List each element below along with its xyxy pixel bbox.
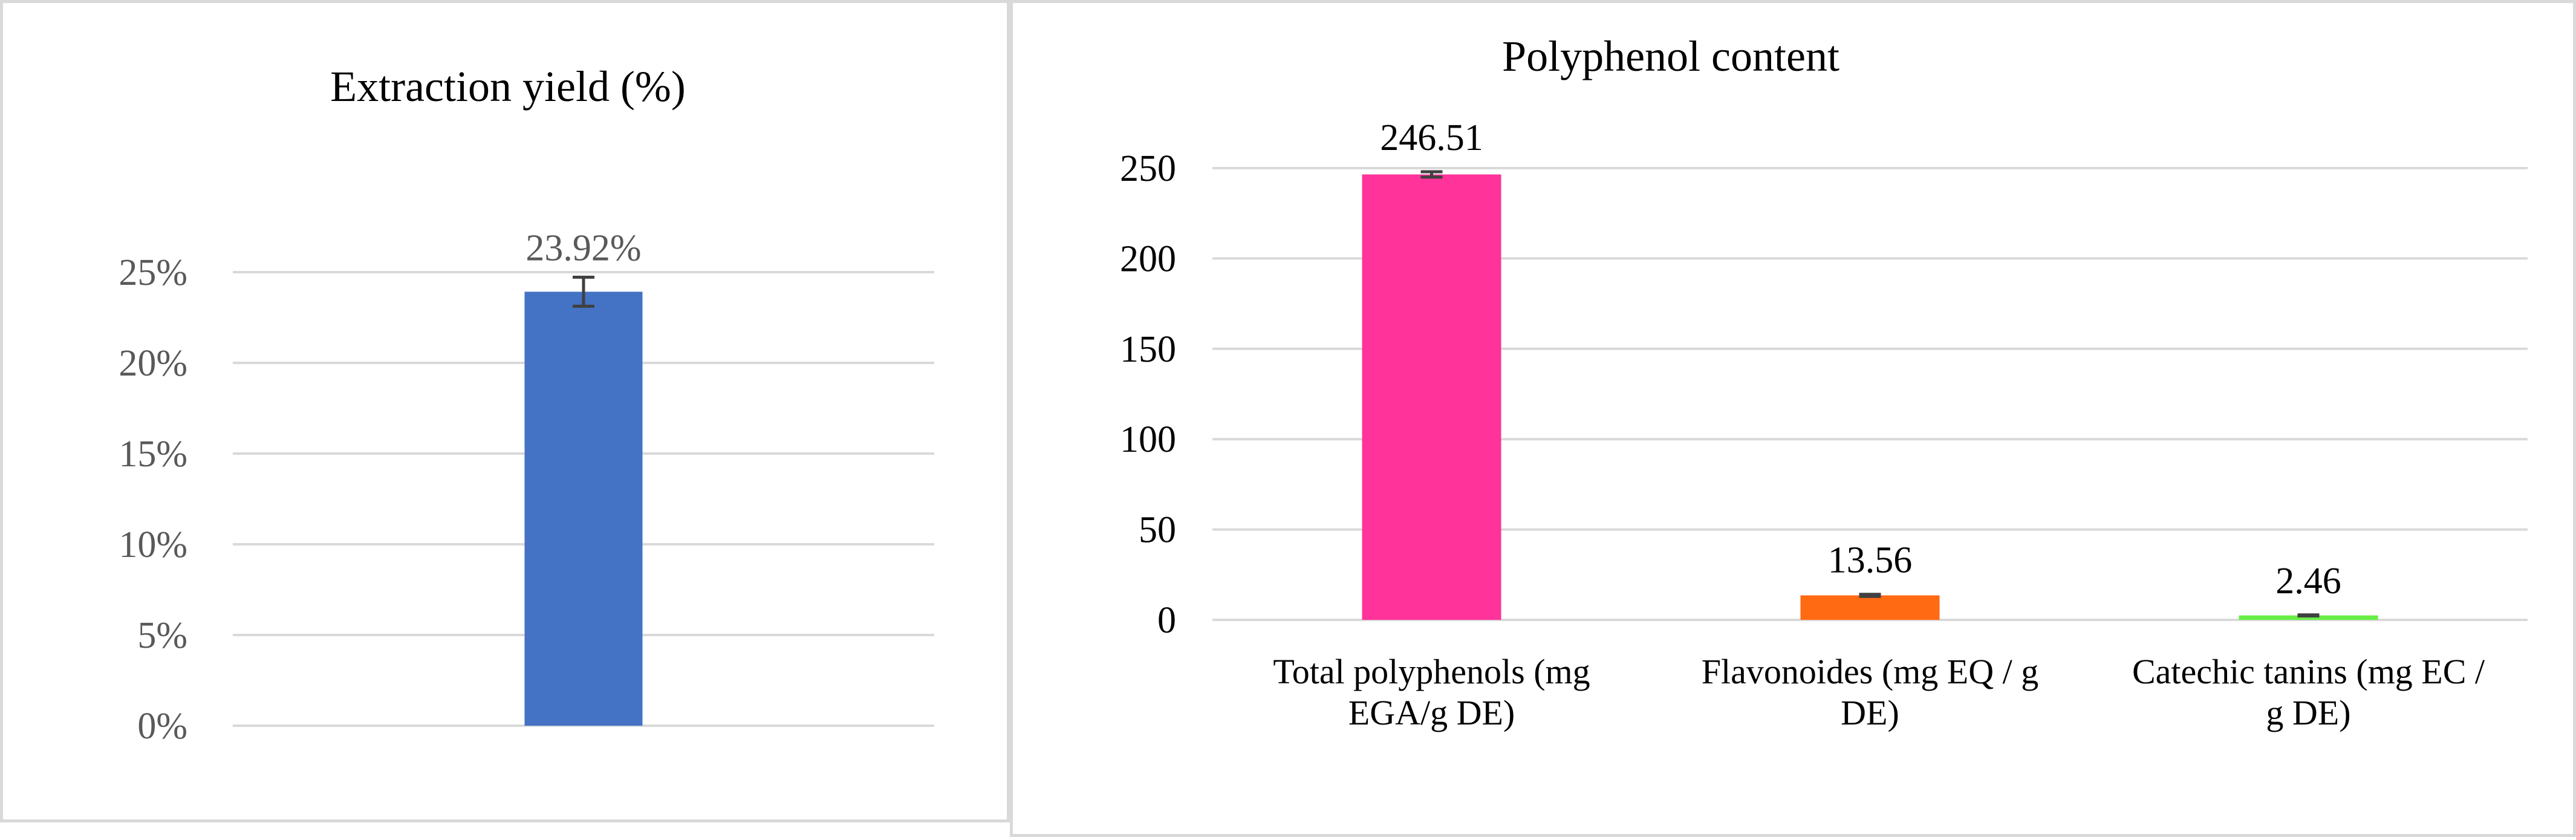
chart-title: Extraction yield (%) [330,62,686,111]
error-bar [1859,593,1881,598]
y-tick-label: 50 [1139,510,1176,551]
y-tick-label: 25% [119,252,187,293]
polyphenol-content-panel: Polyphenol content 0 50 100 150 200 250 246.5… [1010,0,2576,837]
bar [1362,174,1501,620]
y-axis-ticks: 0% 5% 10% 15% 20% 25% [119,252,187,747]
data-label: 13.56 [1828,540,1913,581]
category-label: Flavonoides (mg EQ / g [1702,652,2038,691]
data-labels: 23.92% [525,227,641,269]
category-label: EGA/g DE) [1348,693,1515,732]
y-tick-label: 15% [119,434,187,475]
y-tick-label: 100 [1120,419,1176,460]
bars [524,275,643,726]
data-labels: 246.51 13.56 2.46 [1380,117,2341,602]
y-tick-label: 150 [1120,329,1176,370]
y-axis-ticks: 0 50 100 150 200 250 [1120,148,1176,641]
bar [1800,595,1940,620]
y-tick-label: 5% [137,615,187,656]
bars [1362,170,2378,620]
category-label: DE) [1841,693,1899,732]
error-bar [573,275,594,308]
bar [2239,615,2378,620]
extraction-yield-panel: Extraction yield (%) 0% 5% 10% 15% 20% 25% 23… [0,0,1010,822]
extraction-yield-chart: Extraction yield (%) 0% 5% 10% 15% 20% 25% 23… [119,62,934,747]
category-label: g DE) [2266,693,2350,732]
bar [524,291,643,726]
y-tick-label: 250 [1120,148,1176,189]
chart-title: Polyphenol content [1502,32,1839,80]
y-tick-label: 20% [119,343,187,384]
category-label: Catechic tanins (mg EC / [2132,652,2485,691]
polyphenol-content-chart: Polyphenol content 0 50 100 150 200 250 246.5… [1120,32,2528,732]
y-tick-label: 200 [1120,238,1176,279]
y-tick-label: 10% [119,524,187,565]
data-label: 2.46 [2275,561,2341,602]
category-label: Total polyphenols (mg [1273,652,1590,691]
y-tick-label: 0 [1157,600,1176,641]
y-tick-label: 0% [137,706,187,747]
error-bar [2297,613,2320,618]
data-label: 246.51 [1380,117,1483,158]
data-label: 23.92% [525,227,641,269]
error-bar [1420,170,1443,179]
